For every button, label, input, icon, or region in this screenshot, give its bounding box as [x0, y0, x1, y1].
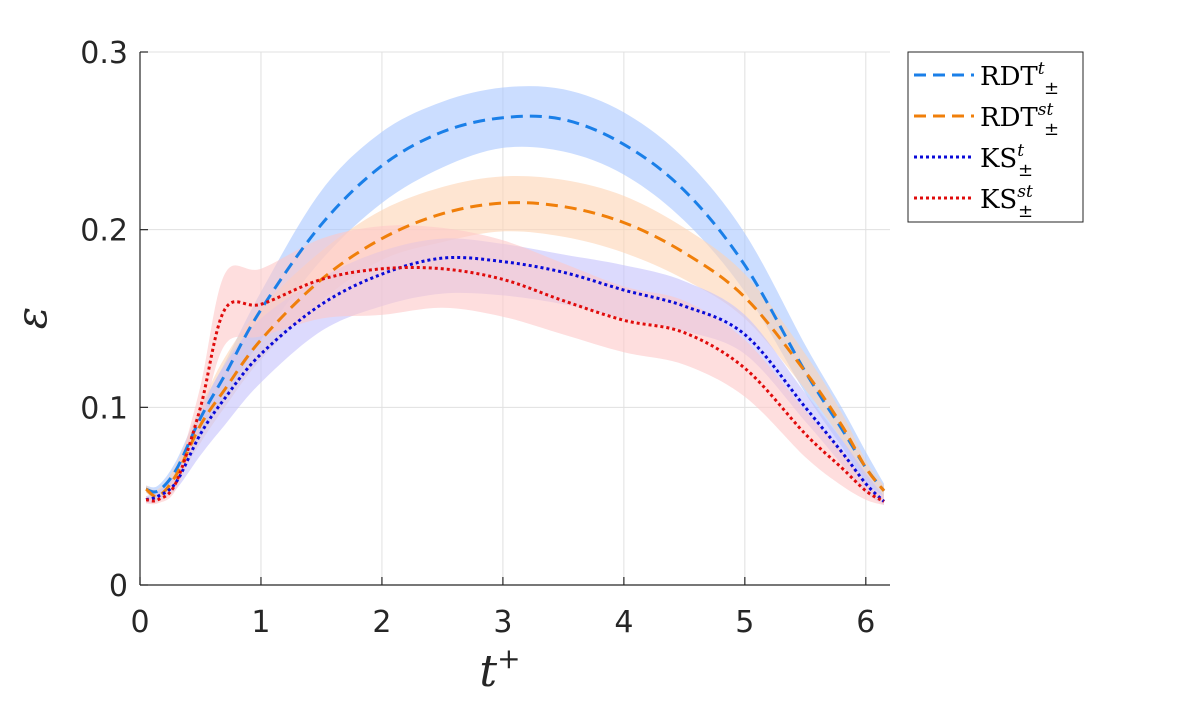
x-tick-label: 0	[130, 605, 149, 640]
y-tick-label: 0.2	[80, 214, 128, 249]
band-series-4	[146, 225, 884, 506]
legend-label-1: RDTt±	[980, 59, 1059, 99]
x-tick-label: 4	[614, 605, 633, 640]
x-tick-label: 5	[735, 605, 754, 640]
x-tick-label: 6	[856, 605, 875, 640]
line-series-1	[145, 114, 886, 494]
x-tick-label: 1	[251, 605, 270, 640]
y-tick-label: 0	[109, 569, 128, 604]
x-axis-label: t+	[479, 642, 520, 697]
x-axis-label-sup: +	[497, 642, 520, 675]
series-lines	[145, 114, 886, 503]
y-tick-label: 0.3	[80, 36, 128, 71]
line-series-2	[145, 201, 886, 499]
x-tick-label: 3	[493, 605, 512, 640]
legend: RDTt±RDTst ±KSt ±KSst ±	[907, 51, 1084, 223]
axes	[139, 51, 890, 586]
band-series-1	[146, 86, 884, 497]
legend-label-3: KSt ±	[980, 141, 1033, 181]
legend-label-4: KSst ±	[980, 182, 1033, 222]
y-tick-label: 0.1	[80, 391, 128, 426]
line-series-4	[145, 265, 885, 503]
y-axis-label: ε	[7, 307, 56, 330]
legend-box	[907, 51, 1084, 223]
line-series-3	[145, 255, 886, 503]
confidence-bands	[146, 86, 884, 506]
tick-labels: 0 1 2 3 4 5 6 0 0.1 0.2 0.3	[80, 36, 875, 640]
x-tick-label: 2	[372, 605, 391, 640]
legend-label-2: RDTst ±	[980, 100, 1059, 140]
